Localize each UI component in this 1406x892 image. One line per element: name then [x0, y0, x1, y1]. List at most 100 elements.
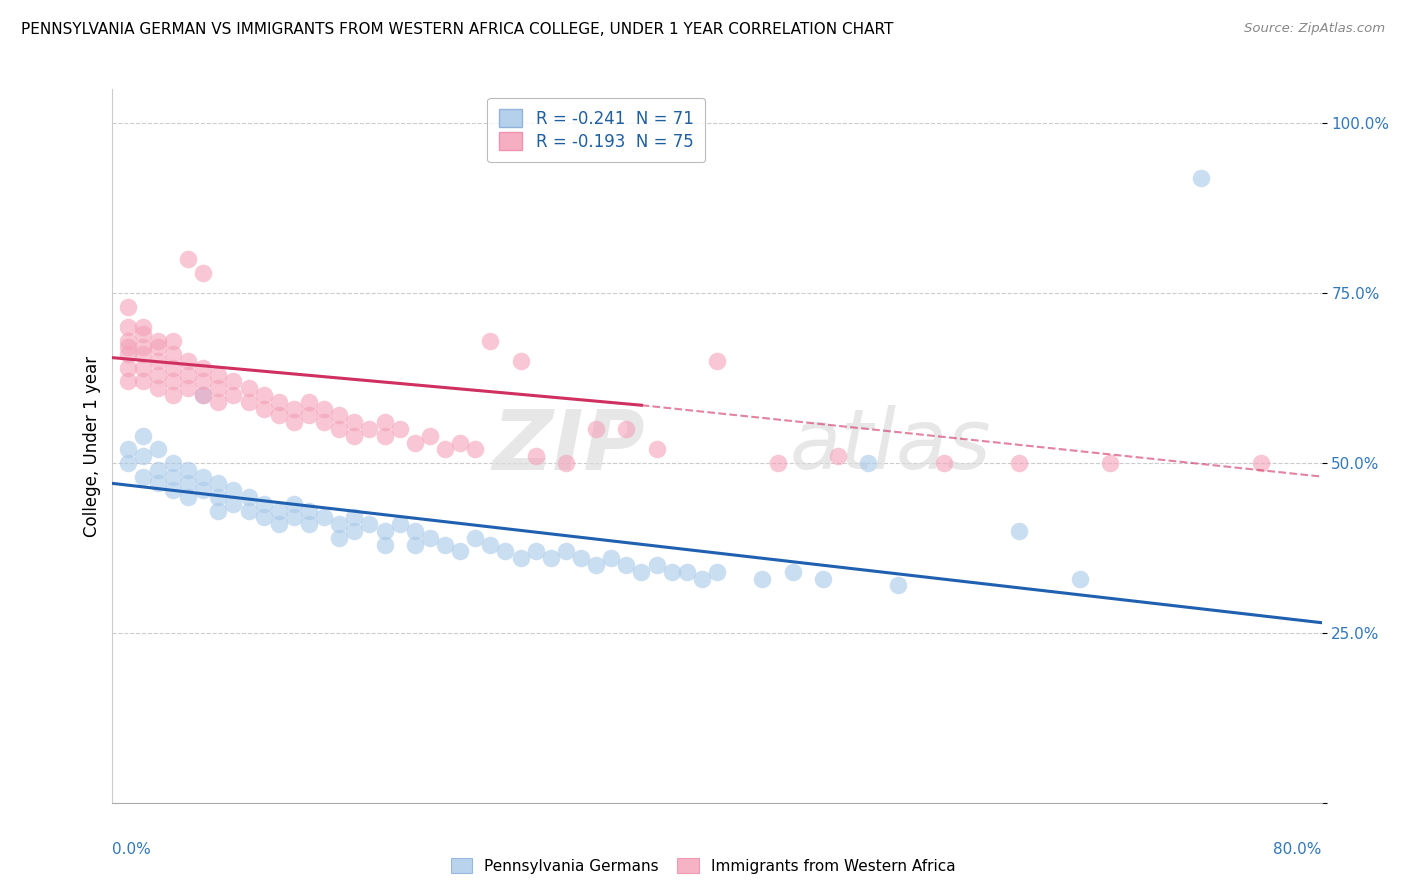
Text: ZIP: ZIP	[492, 406, 644, 486]
Point	[298, 517, 321, 532]
Point	[207, 381, 229, 395]
Point	[222, 375, 245, 389]
Point	[524, 449, 547, 463]
Point	[616, 422, 638, 436]
Point	[132, 360, 155, 375]
Legend: Pennsylvania Germans, Immigrants from Western Africa: Pennsylvania Germans, Immigrants from We…	[444, 852, 962, 880]
Point	[207, 490, 229, 504]
Point	[117, 375, 139, 389]
Point	[146, 442, 169, 457]
Point	[1098, 456, 1121, 470]
Point	[374, 415, 396, 429]
Point	[328, 422, 350, 436]
Point	[540, 551, 562, 566]
Point	[856, 456, 880, 470]
Point	[177, 476, 200, 491]
Point	[283, 510, 305, 524]
Point	[162, 456, 184, 470]
Point	[146, 334, 169, 348]
Point	[132, 375, 155, 389]
Point	[419, 429, 441, 443]
Point	[191, 388, 214, 402]
Point	[253, 388, 276, 402]
Point	[811, 572, 834, 586]
Point	[766, 456, 789, 470]
Point	[388, 422, 411, 436]
Point	[569, 551, 592, 566]
Point	[177, 354, 200, 368]
Point	[117, 300, 139, 314]
Point	[267, 409, 290, 423]
Point	[464, 442, 486, 457]
Point	[343, 510, 366, 524]
Point	[267, 517, 290, 532]
Point	[675, 565, 697, 579]
Point	[162, 347, 184, 361]
Point	[191, 375, 214, 389]
Point	[374, 524, 396, 538]
Point	[464, 531, 486, 545]
Point	[191, 266, 214, 280]
Point	[887, 578, 910, 592]
Point	[495, 544, 517, 558]
Point	[117, 347, 139, 361]
Point	[207, 368, 229, 382]
Point	[162, 375, 184, 389]
Point	[117, 341, 139, 355]
Point	[343, 415, 366, 429]
Text: PENNSYLVANIA GERMAN VS IMMIGRANTS FROM WESTERN AFRICA COLLEGE, UNDER 1 YEAR CORR: PENNSYLVANIA GERMAN VS IMMIGRANTS FROM W…	[21, 22, 893, 37]
Point	[374, 429, 396, 443]
Point	[283, 415, 305, 429]
Point	[117, 320, 139, 334]
Point	[132, 326, 155, 341]
Point	[222, 483, 245, 498]
Point	[177, 252, 200, 266]
Point	[162, 334, 184, 348]
Text: Source: ZipAtlas.com: Source: ZipAtlas.com	[1244, 22, 1385, 36]
Point	[600, 551, 623, 566]
Point	[782, 565, 804, 579]
Point	[162, 388, 184, 402]
Point	[207, 476, 229, 491]
Point	[343, 524, 366, 538]
Point	[162, 360, 184, 375]
Point	[191, 360, 214, 375]
Point	[117, 334, 139, 348]
Point	[267, 394, 290, 409]
Point	[146, 463, 169, 477]
Point	[827, 449, 849, 463]
Point	[359, 422, 381, 436]
Point	[419, 531, 441, 545]
Point	[207, 503, 229, 517]
Point	[706, 354, 728, 368]
Point	[253, 510, 276, 524]
Text: 0.0%: 0.0%	[112, 842, 152, 857]
Y-axis label: College, Under 1 year: College, Under 1 year	[83, 355, 101, 537]
Point	[404, 537, 426, 551]
Legend: R = -0.241  N = 71, R = -0.193  N = 75: R = -0.241 N = 71, R = -0.193 N = 75	[488, 97, 704, 162]
Point	[177, 381, 200, 395]
Point	[177, 463, 200, 477]
Point	[298, 394, 321, 409]
Point	[433, 537, 456, 551]
Point	[328, 531, 350, 545]
Point	[238, 503, 260, 517]
Point	[404, 435, 426, 450]
Point	[191, 469, 214, 483]
Point	[162, 469, 184, 483]
Text: atlas: atlas	[790, 406, 991, 486]
Point	[751, 572, 773, 586]
Point	[162, 483, 184, 498]
Point	[283, 401, 305, 416]
Point	[117, 456, 139, 470]
Point	[449, 435, 471, 450]
Point	[374, 537, 396, 551]
Point	[267, 503, 290, 517]
Point	[554, 544, 576, 558]
Point	[524, 544, 547, 558]
Point	[479, 334, 502, 348]
Point	[132, 429, 155, 443]
Point	[630, 565, 652, 579]
Point	[1008, 456, 1031, 470]
Point	[645, 558, 668, 572]
